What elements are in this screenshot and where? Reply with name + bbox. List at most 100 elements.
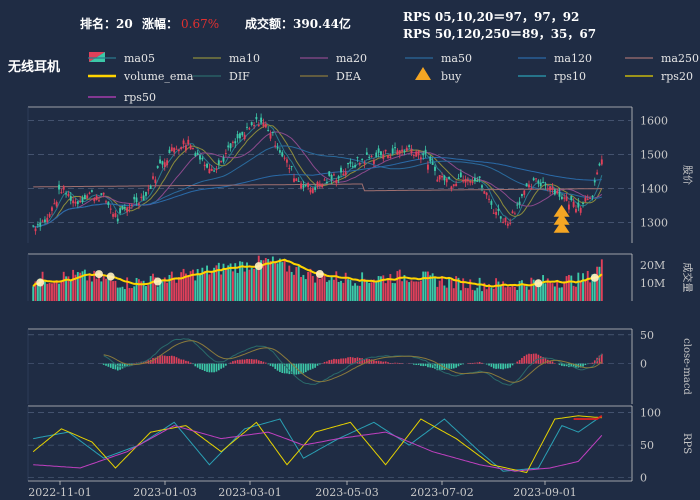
candle bbox=[53, 198, 56, 205]
volume-bar bbox=[333, 279, 335, 301]
candle bbox=[215, 166, 218, 174]
candle bbox=[293, 173, 295, 183]
x-tick-label: 2023-09-01 bbox=[513, 486, 576, 499]
macd-bar bbox=[539, 356, 542, 364]
macd-bar bbox=[175, 357, 178, 364]
candle bbox=[213, 168, 216, 173]
volume-bar bbox=[572, 285, 575, 301]
macd-bar bbox=[222, 363, 225, 368]
candle bbox=[234, 138, 237, 148]
volume-bar bbox=[422, 271, 425, 301]
change-label: 涨幅： bbox=[142, 16, 178, 31]
volume-bar bbox=[431, 273, 434, 301]
candle bbox=[170, 143, 173, 152]
volume-bar bbox=[429, 275, 432, 301]
candle bbox=[452, 184, 455, 188]
volume-bar bbox=[314, 282, 317, 301]
volume-bar bbox=[192, 269, 194, 301]
volume-bar bbox=[264, 258, 267, 301]
macd-bar bbox=[488, 363, 490, 366]
rps10-line bbox=[33, 415, 603, 472]
candle bbox=[546, 183, 549, 192]
candle bbox=[159, 155, 162, 164]
candle bbox=[586, 194, 589, 201]
volume-bar bbox=[354, 283, 357, 301]
rps-tick-label: 0 bbox=[640, 472, 647, 485]
macd-bar bbox=[239, 359, 241, 364]
macd-bar bbox=[422, 363, 425, 367]
macd-bar bbox=[328, 360, 331, 364]
volume-bar bbox=[149, 276, 152, 301]
candle bbox=[481, 184, 483, 192]
volume-bar bbox=[335, 271, 338, 301]
candle bbox=[147, 184, 150, 195]
volume-bar bbox=[271, 256, 274, 301]
volume-bar bbox=[358, 285, 361, 301]
candle bbox=[36, 221, 39, 228]
volume-bar bbox=[269, 260, 272, 301]
macd-bar bbox=[375, 360, 378, 364]
macd-bar bbox=[290, 363, 293, 374]
candle bbox=[403, 149, 406, 156]
volume-bar bbox=[532, 279, 535, 301]
volume-bar bbox=[116, 287, 119, 301]
legend-item-volume-ema: volume_ema bbox=[88, 70, 194, 83]
macd-bar bbox=[347, 357, 349, 364]
macd-bar bbox=[356, 357, 359, 364]
volume-bar bbox=[391, 282, 394, 301]
volume-bar bbox=[481, 291, 483, 301]
candle bbox=[412, 154, 415, 159]
candle bbox=[464, 175, 467, 187]
volume-bar bbox=[147, 285, 150, 301]
macd-bar bbox=[196, 363, 199, 368]
candle bbox=[109, 204, 112, 214]
volume-bar bbox=[389, 274, 392, 301]
candle bbox=[513, 211, 516, 215]
volume-bar bbox=[445, 287, 448, 301]
macd-bar bbox=[438, 363, 441, 371]
candle bbox=[180, 146, 183, 151]
candle bbox=[60, 188, 63, 194]
volume-bar bbox=[403, 275, 406, 301]
macd-bar bbox=[384, 361, 387, 364]
candle bbox=[116, 214, 119, 224]
candle bbox=[408, 144, 411, 150]
candle bbox=[337, 174, 340, 184]
volume-bar bbox=[257, 255, 260, 301]
rps-tick-label: 100 bbox=[640, 407, 661, 420]
candle bbox=[356, 156, 359, 163]
volume-bar bbox=[293, 274, 295, 301]
volume-bar bbox=[140, 281, 143, 301]
candle bbox=[387, 154, 389, 160]
macd-bar bbox=[495, 363, 497, 369]
macd-bar bbox=[457, 363, 460, 367]
volume-bar bbox=[544, 283, 547, 301]
candle bbox=[579, 206, 582, 216]
macd-bar bbox=[250, 359, 253, 364]
volume-bar bbox=[177, 277, 180, 301]
volume-bar bbox=[565, 276, 568, 301]
macd-bar bbox=[492, 363, 495, 369]
candle bbox=[58, 180, 60, 195]
volume-bar bbox=[516, 289, 519, 301]
candle bbox=[351, 161, 354, 169]
volume-bar bbox=[584, 280, 587, 301]
macd-bar bbox=[281, 363, 284, 374]
volume-bar bbox=[361, 272, 364, 301]
candle bbox=[335, 177, 338, 187]
volume-bar bbox=[539, 283, 542, 301]
volume-bar bbox=[208, 274, 211, 301]
candle bbox=[175, 145, 178, 150]
macd-bar bbox=[373, 360, 375, 364]
candle bbox=[551, 182, 554, 194]
volume-bar bbox=[530, 277, 533, 301]
volume-bar bbox=[128, 288, 131, 301]
candle bbox=[203, 161, 206, 171]
candle bbox=[182, 138, 185, 149]
macd-bar bbox=[208, 363, 211, 373]
volume-bar bbox=[398, 269, 401, 301]
candle bbox=[549, 186, 552, 195]
candle bbox=[358, 161, 361, 167]
volume-bar bbox=[304, 279, 307, 301]
candle bbox=[105, 199, 107, 204]
